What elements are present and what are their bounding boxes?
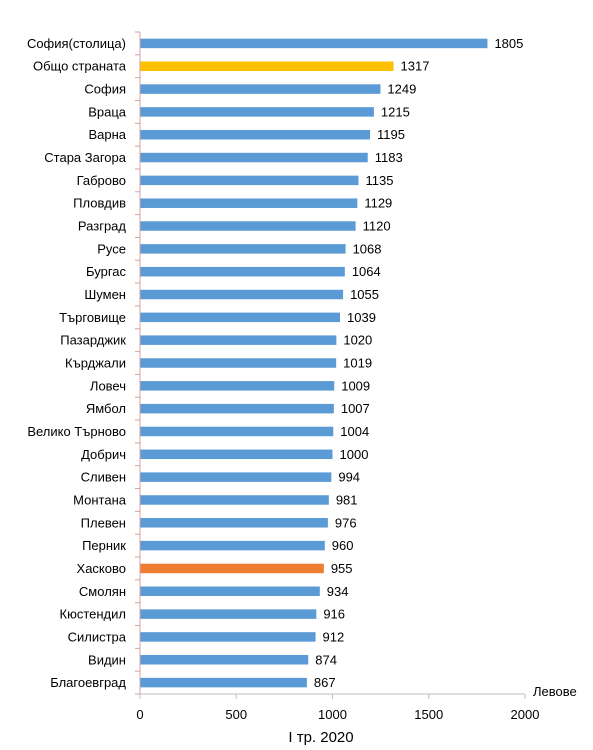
value-label: 1805 — [494, 36, 523, 51]
category-label: Видин — [88, 652, 126, 667]
category-label: Монтана — [73, 492, 127, 507]
bar — [140, 266, 345, 277]
value-label: 912 — [323, 629, 345, 644]
bar — [140, 289, 344, 300]
value-label: 1019 — [343, 356, 372, 371]
category-label: Варна — [88, 127, 126, 142]
value-label: 981 — [336, 492, 358, 507]
bar — [140, 403, 334, 414]
bar — [140, 129, 371, 140]
value-label: 1195 — [377, 127, 405, 142]
value-label: 1249 — [387, 82, 416, 97]
value-label: 1068 — [353, 241, 382, 256]
x-tick-label: 0 — [136, 707, 143, 722]
category-label: Враца — [88, 104, 127, 119]
value-label: 1039 — [347, 310, 376, 325]
value-label: 1183 — [375, 150, 403, 165]
category-label: Силистра — [68, 629, 127, 644]
bar — [140, 655, 309, 665]
bar — [140, 563, 324, 574]
bar — [140, 335, 337, 345]
category-label: Плевен — [81, 515, 126, 530]
value-label: 955 — [331, 561, 353, 576]
category-label: Шумен — [84, 287, 126, 302]
x-tick-label: 500 — [225, 707, 247, 722]
value-label: 934 — [327, 584, 349, 599]
value-label: 1000 — [340, 447, 369, 462]
bar — [140, 175, 359, 186]
category-label: Търговище — [59, 310, 126, 325]
category-label: София(столица) — [27, 36, 126, 51]
bar — [140, 609, 317, 619]
bars-group — [140, 38, 488, 688]
value-label: 1009 — [341, 378, 370, 393]
bar — [140, 244, 346, 254]
value-label: 1317 — [401, 59, 430, 74]
bar — [140, 586, 320, 597]
x-tick-label: 1000 — [318, 707, 347, 722]
category-label: Ямбол — [86, 401, 126, 416]
category-label: Смолян — [79, 584, 126, 599]
bar — [140, 107, 374, 117]
value-label: 1120 — [363, 219, 391, 234]
bar — [140, 358, 337, 368]
category-label: Габрово — [77, 173, 126, 188]
value-label: 1129 — [364, 196, 392, 211]
bar — [140, 540, 325, 551]
value-label: 1215 — [381, 104, 410, 119]
value-label: 1055 — [350, 287, 379, 302]
bar — [140, 152, 368, 163]
bar — [140, 426, 334, 437]
category-label: Благоевград — [50, 675, 126, 690]
value-label: 960 — [332, 538, 354, 553]
axes-group: 0 500 1000 1500 2000 — [135, 31, 540, 722]
bar — [140, 518, 328, 528]
bar — [140, 38, 488, 49]
x-axis-title: I тр. 2020 — [288, 729, 353, 746]
category-label: Пловдив — [73, 196, 126, 211]
category-label: Пазарджик — [60, 333, 126, 348]
category-label: Кърджали — [65, 356, 126, 371]
category-label: Русе — [97, 241, 126, 256]
category-label: Общо страната — [33, 59, 127, 74]
category-label: Бургас — [86, 264, 127, 279]
value-label: 1020 — [343, 333, 372, 348]
value-label: 1064 — [352, 264, 381, 279]
bar — [140, 381, 335, 391]
bar — [140, 495, 329, 505]
bar — [140, 472, 332, 482]
category-label: Ловеч — [90, 378, 126, 393]
category-label: София — [84, 82, 126, 97]
category-label: Добрич — [81, 447, 126, 462]
value-label: 1004 — [340, 424, 369, 439]
value-label: 1135 — [365, 173, 393, 188]
bar — [140, 198, 358, 208]
bar — [140, 61, 394, 71]
category-label: Стара Загора — [44, 150, 126, 165]
x-tick-label: 2000 — [511, 707, 540, 722]
bar — [140, 84, 381, 94]
value-label: 916 — [323, 607, 345, 622]
x-axis-unit-label: Левове — [533, 684, 577, 699]
bar — [140, 312, 341, 323]
category-label: Перник — [82, 538, 126, 553]
value-label: 867 — [314, 675, 336, 690]
x-tick-label: 1500 — [414, 707, 443, 722]
bar — [140, 221, 356, 231]
value-labels-group: 1805 1317 1249 1215 1195 1183 1135 1129 1120 1068… — [314, 36, 523, 690]
category-label: Разград — [78, 219, 126, 234]
bar — [140, 677, 307, 688]
value-label: 874 — [315, 652, 337, 667]
category-label: Велико Търново — [27, 424, 126, 439]
bar — [140, 632, 316, 642]
category-label: Кюстендил — [60, 607, 126, 622]
category-labels-group: София(столица) Общо страната София Враца Вар… — [27, 36, 127, 690]
category-label: Хасково — [77, 561, 126, 576]
bar — [140, 449, 333, 460]
value-label: 994 — [338, 470, 360, 485]
value-label: 1007 — [341, 401, 370, 416]
category-label: Сливен — [81, 470, 126, 485]
value-label: 976 — [335, 515, 357, 530]
